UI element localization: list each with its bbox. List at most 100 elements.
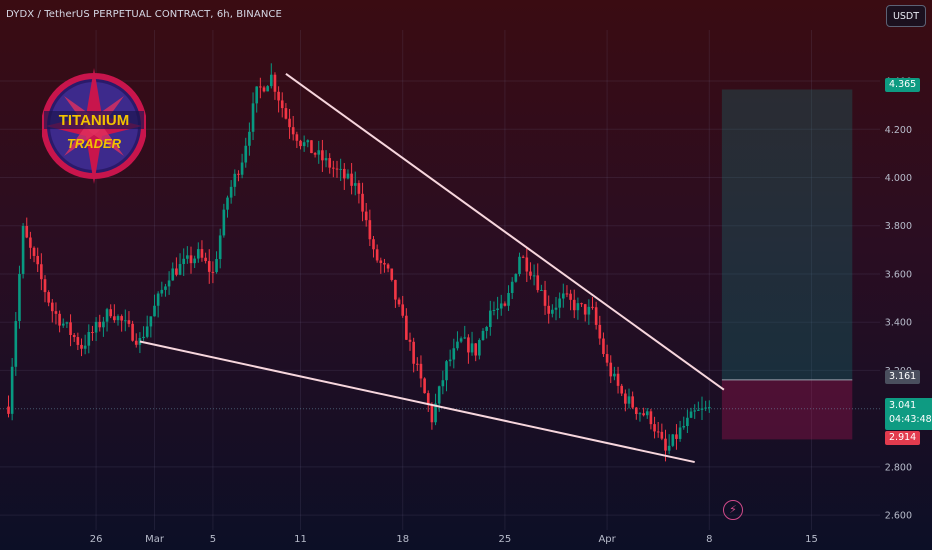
candle-body [182, 258, 186, 265]
trendline-lower [139, 340, 695, 464]
candle-body [302, 142, 306, 147]
x-tick-label: 26 [90, 534, 103, 545]
y-tick-label: 3.600 [885, 269, 912, 280]
candle-body [598, 324, 602, 339]
candle-body [613, 373, 616, 377]
candle-body [419, 363, 423, 379]
candle-body [342, 168, 346, 179]
candle-body [123, 320, 127, 322]
x-tick-label: 15 [805, 534, 818, 545]
candle-body [226, 197, 229, 210]
candle-body [434, 403, 437, 423]
candle-body [94, 321, 98, 333]
candle-body [430, 404, 434, 423]
x-tick-label: 8 [706, 534, 712, 545]
y-tick-label: 2.800 [885, 462, 912, 473]
target-zone [721, 89, 853, 380]
candle-body [36, 255, 40, 265]
candle-body [642, 413, 645, 416]
candle-body [576, 303, 580, 311]
candle-body [175, 268, 178, 275]
candle-body [153, 305, 156, 317]
candle-body [561, 293, 565, 299]
candle-body [18, 273, 21, 322]
candle-body [481, 330, 485, 341]
candle-body [583, 304, 587, 315]
candle-body [463, 337, 467, 339]
candle-body [503, 303, 507, 306]
candle-body [266, 86, 269, 92]
x-tick-label: Apr [598, 534, 616, 545]
currency-selector[interactable]: USDT [886, 5, 926, 27]
candle-body [441, 380, 445, 387]
target-price-tag: 4.365 [885, 78, 921, 92]
x-tick-label: Mar [145, 534, 165, 545]
candle-body [426, 393, 430, 405]
candle-body [134, 340, 138, 345]
candle-body [514, 274, 518, 282]
candle-body [620, 385, 624, 394]
candle-body [262, 87, 266, 92]
bar-countdown: 04:43:48 [889, 414, 932, 425]
candle-body [109, 309, 113, 317]
candle-body [299, 140, 302, 147]
candle-body [412, 341, 415, 364]
x-tick-label: 18 [396, 534, 409, 545]
candle-body [368, 220, 372, 240]
candle-body [554, 307, 558, 310]
candle-body [397, 299, 401, 305]
candle-body [437, 386, 441, 404]
candle-body [638, 413, 642, 415]
candle-body [627, 396, 631, 404]
candle-body [65, 322, 69, 324]
y-tick-label: 4.200 [885, 125, 912, 136]
candle-body [682, 425, 686, 428]
x-tick-label: 25 [499, 534, 512, 545]
candle-body [186, 255, 189, 259]
lightning-icon[interactable]: ⚡ [723, 500, 743, 520]
candle-body [207, 261, 211, 272]
candle-body [87, 332, 91, 346]
candle-body [149, 316, 153, 327]
candle-body [565, 293, 569, 295]
candle-body [313, 153, 317, 155]
candle-body [372, 239, 375, 250]
candle-body [105, 309, 109, 322]
candle-body [145, 326, 149, 337]
candle-body [525, 257, 529, 272]
candle-body [240, 162, 244, 175]
candle-body [171, 268, 175, 281]
candle-body [21, 225, 25, 274]
candle-body [280, 100, 284, 109]
candle-body [540, 289, 543, 291]
candle-body [624, 393, 627, 404]
candle-body [700, 408, 704, 410]
candle-body [667, 445, 671, 451]
candle-body [61, 323, 65, 326]
candle-body [328, 158, 332, 168]
candle-body [14, 321, 18, 367]
candle-body [215, 259, 218, 273]
candle-body [178, 264, 182, 275]
candle-body [138, 338, 142, 345]
candle-body [649, 411, 653, 425]
candle-body [551, 309, 554, 314]
candle-body [10, 366, 14, 414]
candle-body [102, 321, 105, 328]
candle-body [423, 378, 426, 394]
candle-body [547, 305, 551, 314]
candle-body [390, 268, 394, 280]
candle-body [518, 256, 521, 275]
candle-body [401, 304, 405, 316]
candle-body [507, 292, 510, 306]
y-tick-label: 2.600 [885, 511, 912, 522]
candle-body [54, 311, 58, 314]
candle-body [532, 275, 536, 277]
candle-body [127, 320, 131, 324]
candle-body [76, 337, 80, 345]
candle-body [295, 134, 299, 141]
candle-body [43, 279, 47, 293]
